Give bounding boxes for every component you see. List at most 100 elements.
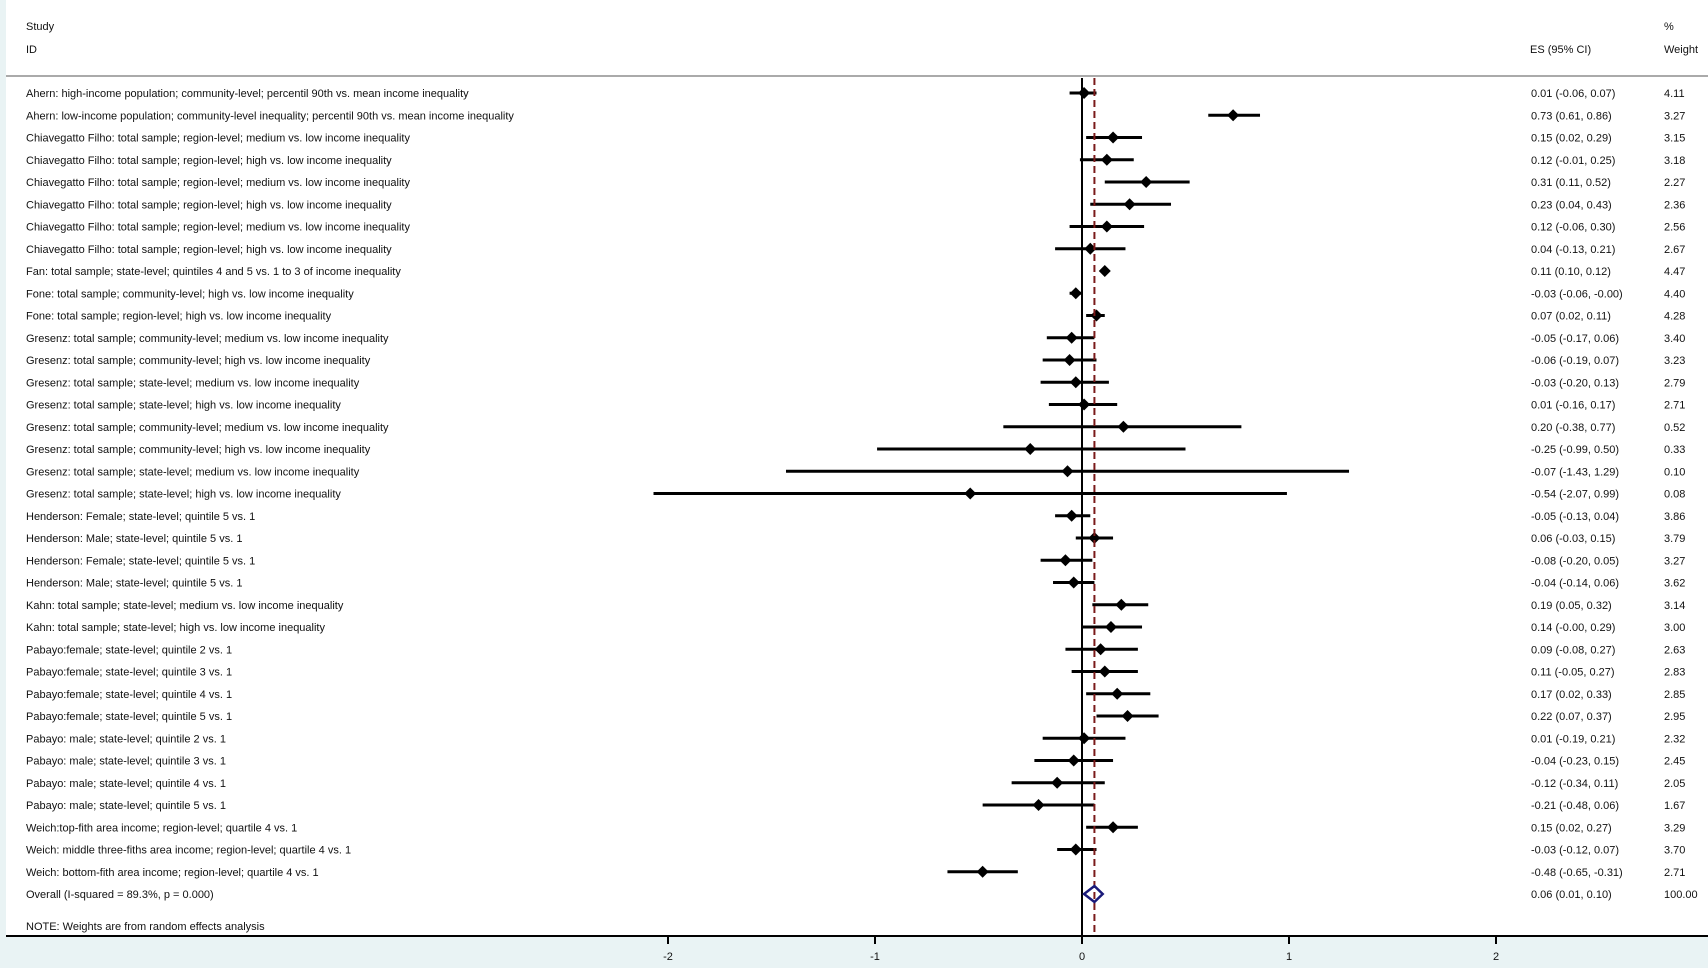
header-weight: Weight [1664,44,1698,56]
point-estimate-marker [964,487,977,500]
study-ci-text: -0.21 (-0.48, 0.06) [1531,800,1619,812]
study-label: Pabayo:female; state-level; quintile 3 v… [26,667,232,679]
study-weight-text: 3.79 [1664,533,1685,545]
study-label: Weich: bottom-fith area income; region-l… [26,867,319,879]
study-weight-text: 2.79 [1664,377,1685,389]
study-label: Chiavegatto Filho: total sample; region-… [26,133,410,145]
study-ci-text: -0.48 (-0.65, -0.31) [1531,867,1623,879]
header-es: ES (95% CI) [1530,44,1591,56]
study-label: Henderson: Female; state-level; quintile… [26,511,255,523]
study-weight-text: 2.63 [1664,644,1685,656]
point-estimate-marker [1024,443,1037,455]
study-label: Chiavegatto Filho: total sample; region-… [26,177,410,189]
study-weight-text: 3.62 [1664,578,1685,590]
point-estimate-marker [1088,532,1101,544]
point-estimate-marker [1104,621,1117,633]
study-label: Henderson: Male; state-level; quintile 5… [26,533,242,545]
point-estimate-marker [1065,331,1078,344]
x-tick-label: -2 [663,951,673,963]
point-estimate-marker [1098,665,1111,678]
study-label: Pabayo: male; state-level; quintile 2 vs… [26,733,226,745]
study-label: Pabayo:female; state-level; quintile 4 v… [26,689,232,701]
study-weight-text: 1.67 [1664,800,1685,812]
study-label: Gresenz: total sample; state-level; medi… [26,466,360,478]
study-label: Fone: total sample; community-level; hig… [26,288,354,300]
study-weight-text: 3.18 [1664,155,1685,167]
study-weight-text: 0.08 [1664,489,1685,501]
study-label: Pabayo: male; state-level; quintile 5 vs… [26,800,226,812]
study-ci-text: -0.07 (-1.43, 1.29) [1531,466,1619,478]
study-ci-text: 0.15 (0.02, 0.29) [1531,133,1612,145]
study-row: Henderson: Male; state-level; quintile 5… [26,576,1685,590]
study-weight-text: 0.33 [1664,444,1685,456]
study-weight-text: 3.23 [1664,355,1685,367]
x-axis-ticks: -2 -1 0 1 2 [663,936,1499,963]
study-weight-text: 0.10 [1664,466,1685,478]
point-estimate-marker [1100,220,1113,233]
point-estimate-marker [1107,821,1120,834]
study-row: Gresenz: total sample; community-level; … [26,354,1685,367]
point-estimate-marker [1084,242,1097,255]
study-label: Chiavegatto Filho: total sample; region-… [26,199,392,211]
study-row: Pabayo: male; state-level; quintile 4 vs… [26,776,1685,790]
study-label: Weich: middle three-fiths area income; r… [26,845,351,857]
weights-note: NOTE: Weights are from random effects an… [26,921,265,933]
x-tick-label: -1 [870,951,880,963]
point-estimate-marker [1100,153,1113,166]
study-weight-text: 3.00 [1664,622,1685,634]
study-ci-text: -0.03 (-0.20, 0.13) [1531,377,1619,389]
study-label: Chiavegatto Filho: total sample; region-… [26,222,410,234]
study-ci-text: 0.11 (-0.05, 0.27) [1531,667,1615,679]
study-weight-text: 3.40 [1664,333,1685,345]
point-estimate-marker [1140,176,1153,188]
study-weight-text: 2.83 [1664,667,1685,679]
study-weight-text: 4.28 [1664,311,1685,323]
study-label: Gresenz: total sample; state-level; high… [26,400,341,412]
study-weight-text: 2.95 [1664,711,1685,723]
point-estimate-marker [1069,376,1082,389]
study-weight-text: 4.47 [1664,266,1685,278]
study-ci-text: 0.12 (-0.01, 0.25) [1531,155,1615,167]
study-ci-text: -0.12 (-0.34, 0.11) [1531,778,1618,790]
overall-label: Overall (I-squared = 89.3%, p = 0.000) [26,889,214,901]
study-label: Pabayo: male; state-level; quintile 4 vs… [26,778,226,790]
study-row: Chiavegatto Filho: total sample; region-… [26,220,1685,234]
study-row: Kahn: total sample; state-level; high vs… [26,621,1685,634]
point-estimate-marker [1067,576,1080,589]
header-pct: % [1664,21,1674,33]
study-label: Fone: total sample; region-level; high v… [26,311,332,323]
study-weight-text: 3.27 [1664,110,1685,122]
study-ci-text: 0.07 (0.02, 0.11) [1531,311,1611,323]
study-row: Henderson: Male; state-level; quintile 5… [26,532,1685,545]
study-row: Pabayo: male; state-level; quintile 2 vs… [26,732,1685,745]
point-estimate-marker [1069,843,1082,856]
study-row: Henderson: Female; state-level; quintile… [26,509,1685,523]
study-row: Gresenz: total sample; state-level; medi… [26,465,1685,478]
study-weight-text: 2.67 [1664,244,1685,256]
study-rows: Ahern: high-income population; community… [26,87,1685,879]
point-estimate-marker [1107,131,1120,144]
x-tick-label: 1 [1286,951,1292,963]
study-row: Weich: middle three-fiths area income; r… [26,843,1685,857]
study-label: Gresenz: total sample; state-level; medi… [26,377,360,389]
study-label: Henderson: Female; state-level; quintile… [26,555,255,567]
study-row: Gresenz: total sample; community-level; … [26,420,1685,434]
study-ci-text: -0.54 (-2.07, 0.99) [1531,489,1619,501]
study-row: Gresenz: total sample; state-level; medi… [26,376,1685,389]
study-label: Gresenz: total sample; community-level; … [26,422,389,434]
study-label: Gresenz: total sample; community-level; … [26,355,371,367]
study-ci-text: -0.05 (-0.17, 0.06) [1531,333,1619,345]
study-weight-text: 2.85 [1664,689,1685,701]
overall-weight-text: 100.00 [1664,889,1698,901]
study-row: Weich:top-fith area income; region-level… [26,821,1685,834]
study-ci-text: 0.73 (0.61, 0.86) [1531,110,1612,122]
study-row: Pabayo:female; state-level; quintile 4 v… [26,687,1685,701]
overall-ci-text: 0.06 (0.01, 0.10) [1531,889,1612,901]
point-estimate-marker [1067,754,1080,767]
study-row: Chiavegatto Filho: total sample; region-… [26,153,1685,167]
point-estimate-marker [1227,109,1240,122]
study-row: Gresenz: total sample; state-level; high… [26,398,1685,412]
study-ci-text: 0.15 (0.02, 0.27) [1531,822,1612,834]
point-estimate-marker [1123,198,1136,211]
study-ci-text: 0.19 (0.05, 0.32) [1531,600,1612,612]
